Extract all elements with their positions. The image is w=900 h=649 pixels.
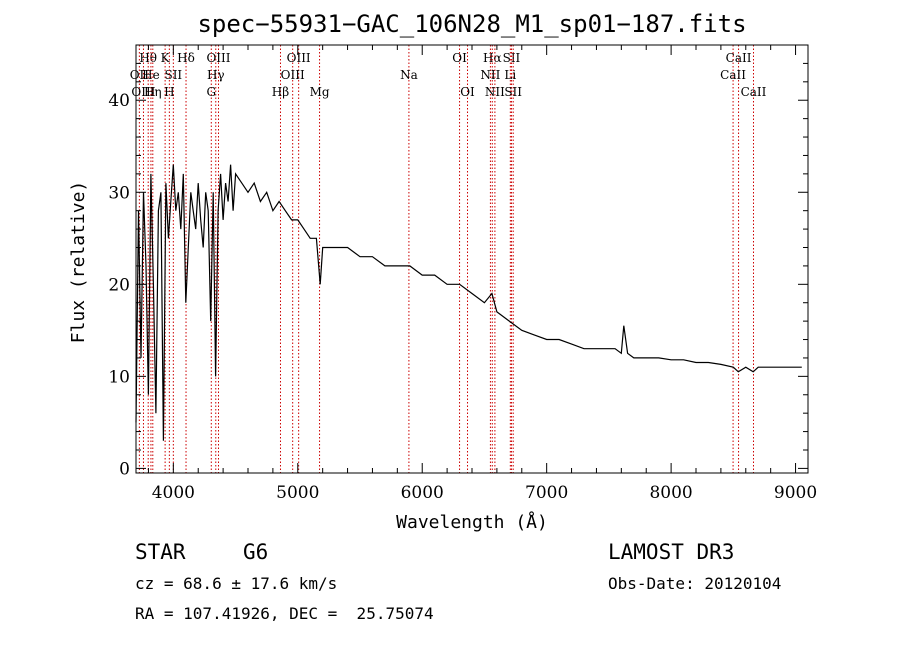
line-marker-label: Hγ (207, 68, 225, 82)
line-marker-label: CaII (726, 51, 752, 65)
line-marker-label: G (206, 85, 216, 99)
line-marker-label: K (161, 51, 171, 65)
line-marker-label: Hδ (177, 51, 195, 65)
x-tick-label: 9000 (774, 483, 817, 503)
x-tick-label: 7000 (525, 483, 568, 503)
x-tick-label: 4000 (152, 483, 195, 503)
y-tick-label: 20 (108, 275, 130, 295)
redshift-velocity: cz = 68.6 ± 17.6 km/s (135, 574, 338, 593)
coordinates: RA = 107.41926, DEC = 25.75074 (135, 604, 434, 623)
line-marker-label: SII (504, 85, 522, 99)
line-marker-label: Hη (144, 85, 162, 99)
line-marker-label: Li (504, 68, 516, 82)
x-tick-label: 8000 (649, 483, 692, 503)
line-marker-label: CaII (741, 85, 767, 99)
y-axis: 0 10 20 30 40 (108, 62, 808, 479)
x-axis-label: Wavelength (Å) (396, 511, 548, 533)
chart-title: spec−55931−GAC_106N28_M1_sp01−187.fits (197, 10, 746, 38)
y-axis-label: Flux (relative) (68, 181, 89, 344)
line-marker-label: OIII (206, 51, 230, 65)
y-tick-label: 30 (108, 183, 130, 203)
survey-name: LAMOST DR3 (608, 540, 735, 564)
plot-frame (135, 44, 809, 474)
line-markers: Hθ OII OIII He Hη K SII H Hδ OIII Hγ G Hβ OIII OIII Mg N… (130, 45, 767, 473)
spectrum-line (135, 164, 802, 441)
y-tick-label: 10 (108, 367, 130, 387)
observation-date: Obs-Date: 20120104 (608, 574, 782, 593)
x-axis: 4000 5000 6000 7000 8000 9000 (147, 45, 817, 503)
line-marker-label: H (164, 85, 174, 99)
line-marker-label: Hα (483, 51, 502, 65)
line-marker-label: OI (452, 51, 467, 65)
line-marker-label: Na (400, 68, 418, 82)
line-marker-label: NII (485, 85, 505, 99)
line-marker-label: OI (460, 85, 475, 99)
y-tick-label: 0 (119, 459, 130, 479)
line-marker-label: OIII (131, 85, 155, 99)
line-marker-label: OIII (281, 68, 305, 82)
object-class: STAR (135, 540, 186, 564)
line-marker-label: He (142, 68, 160, 82)
y-tick-label: 40 (108, 91, 130, 111)
line-marker-label: Hθ (139, 51, 157, 65)
x-tick-label: 6000 (401, 483, 444, 503)
line-marker-label: Mg (310, 85, 330, 99)
line-marker-label: SII (503, 51, 521, 65)
line-marker-label: OII (130, 68, 150, 82)
x-tick-label: 5000 (276, 483, 319, 503)
line-marker-label: NII (480, 68, 500, 82)
line-marker-label: Hβ (272, 85, 289, 99)
line-marker-label: OIII (287, 51, 311, 65)
object-subclass: G6 (243, 540, 269, 564)
line-marker-label: SII (164, 68, 182, 82)
line-marker-label: CaII (720, 68, 746, 82)
